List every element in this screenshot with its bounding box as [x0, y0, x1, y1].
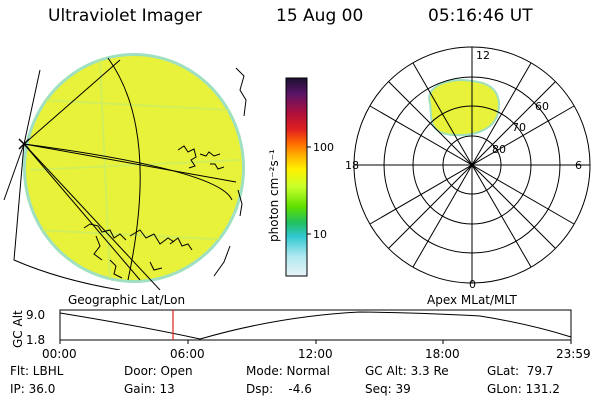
lat-label-60: 60 — [535, 100, 549, 113]
glat-info: GLat: 79.7 — [487, 364, 554, 378]
color-bar — [285, 77, 308, 277]
x-tick-1200: 12:00 — [298, 347, 333, 361]
coastlines — [83, 67, 247, 279]
gc-alt-info: GC Alt: 3.3 Re — [365, 364, 449, 378]
colorbar-unit-label: photon cm⁻²s⁻¹ — [267, 149, 281, 242]
gain-info: Gain: 13 — [124, 382, 175, 396]
lat-label-70: 70 — [512, 121, 526, 134]
x-tick-0000: 00:00 — [42, 347, 77, 361]
x-tick-1800: 18:00 — [425, 347, 460, 361]
image-date: 15 Aug 00 — [276, 6, 364, 26]
x-tick-0600: 06:00 — [170, 347, 205, 361]
mode-info: Mode: Normal — [246, 364, 330, 378]
instrument-title: Ultraviolet Imager — [48, 6, 202, 26]
filter-info: Flt: LBHL — [10, 364, 64, 378]
polar-plot: 12 18 6 0 60 70 80 — [345, 46, 591, 290]
auroral-oval — [428, 79, 500, 137]
dsp-info: Dsp: -4.6 — [246, 382, 312, 396]
altitude-timeline: GC Alt 9.0 1.8 00:00 06:00 12:00 18:00 2… — [11, 308, 591, 361]
x-tick-2359: 23:59 — [556, 347, 591, 361]
y-tick-9: 9.0 — [26, 308, 45, 322]
timeline-frame — [59, 309, 572, 341]
apex-label: Apex MLat/MLT — [427, 293, 517, 307]
geo-grid — [3, 57, 237, 290]
glon-info: GLon: 131.2 — [487, 382, 560, 396]
polar-grid — [353, 46, 591, 284]
mlt-label-0: 0 — [469, 278, 476, 290]
door-info: Door: Open — [124, 364, 193, 378]
ip-info: IP: 36.0 — [10, 382, 56, 396]
globe-disk — [26, 56, 242, 280]
lat-label-80: 80 — [492, 143, 506, 156]
mlt-label-12: 12 — [476, 49, 490, 62]
mlt-label-18: 18 — [345, 159, 359, 172]
nadir-marker — [18, 138, 30, 150]
image-time: 05:16:46 UT — [428, 6, 533, 26]
altitude-curve — [59, 311, 572, 340]
geographic-label: Geographic Lat/Lon — [68, 293, 186, 307]
mlt-label-6: 6 — [575, 159, 582, 172]
color-scale: 100 10 photon cm⁻²s⁻¹ — [267, 77, 334, 277]
y-tick-1-8: 1.8 — [26, 333, 45, 347]
gc-alt-axis-title: GC Alt — [11, 310, 25, 348]
seq-info: Seq: 39 — [365, 382, 411, 396]
colorbar-tick-10: 10 — [313, 228, 327, 241]
colorbar-tick-100: 100 — [313, 141, 334, 154]
geographic-image — [3, 53, 247, 290]
